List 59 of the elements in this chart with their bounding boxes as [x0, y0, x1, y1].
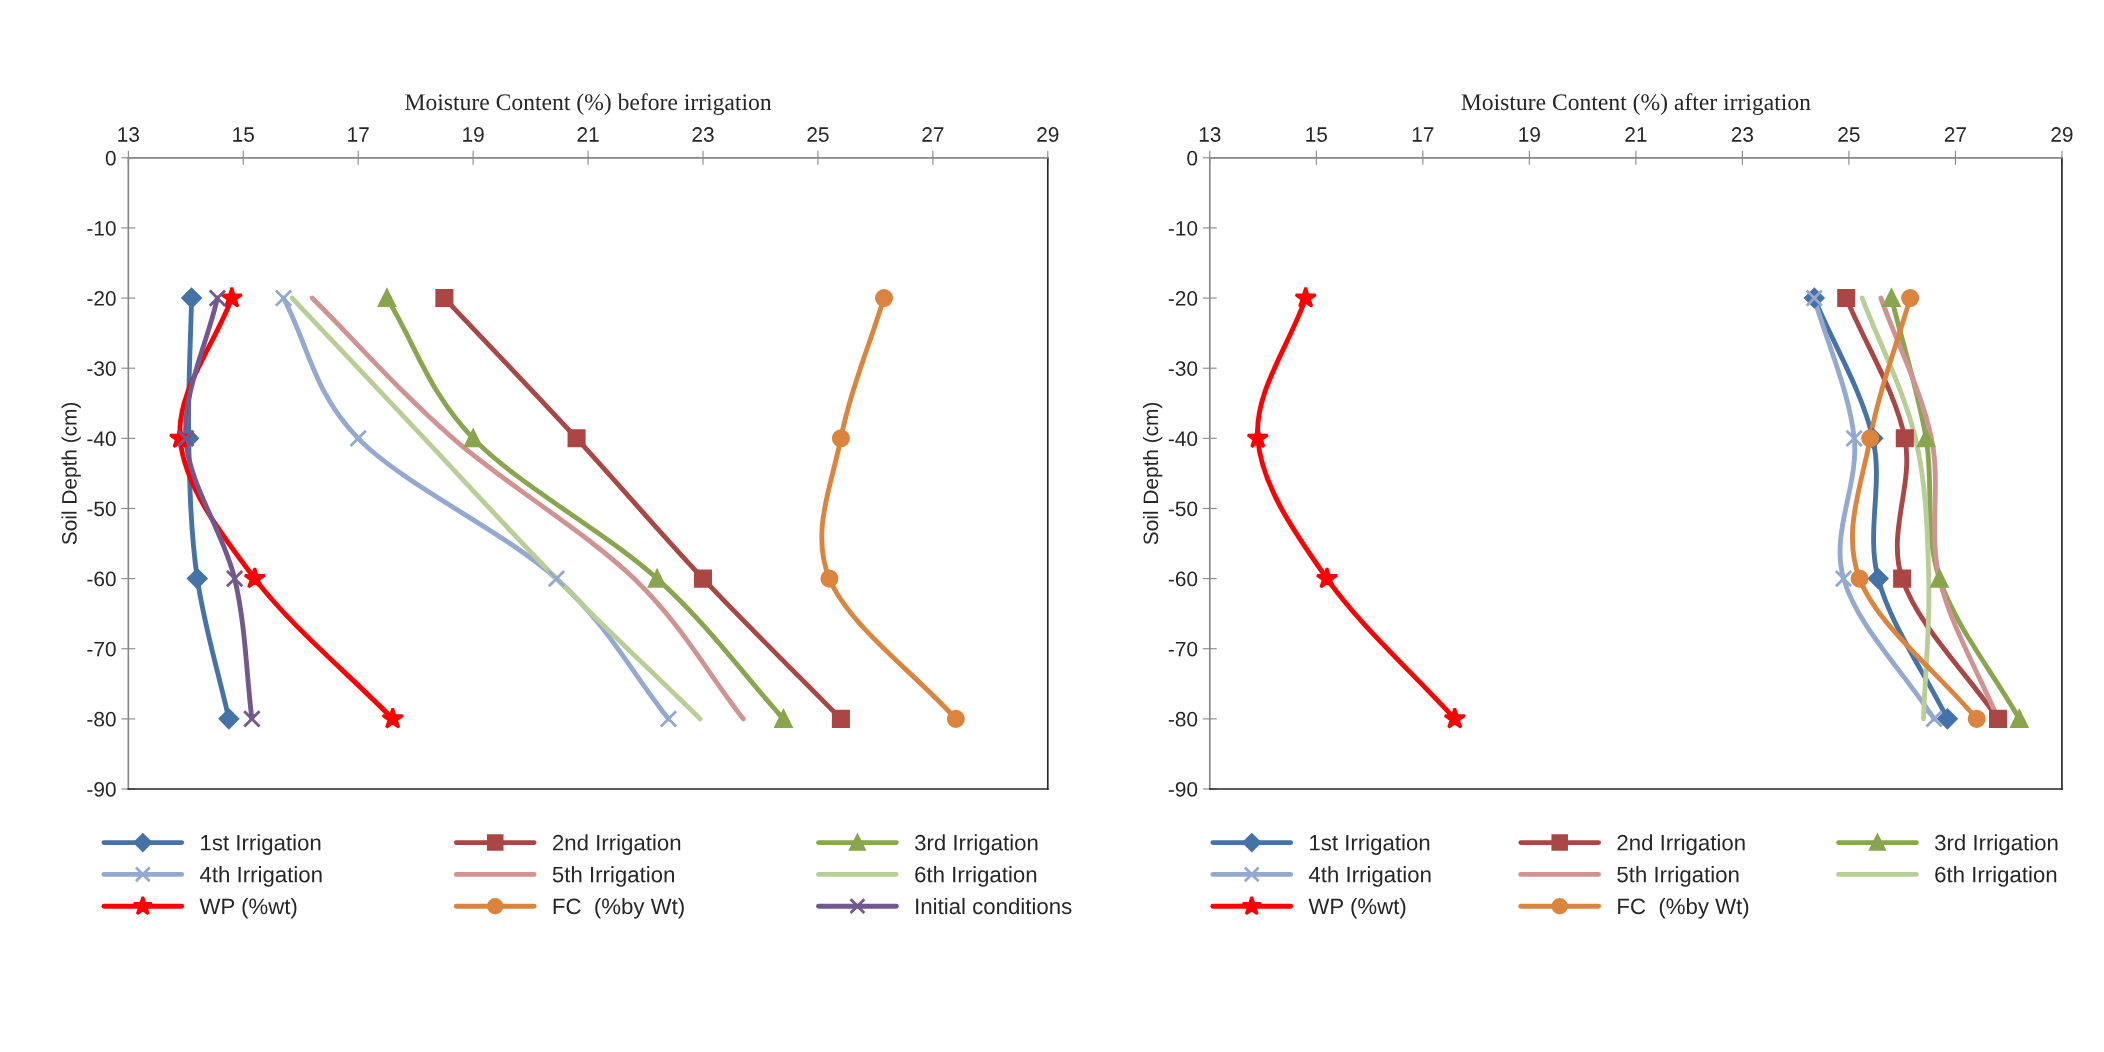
y-tick-label: -60 — [1168, 571, 1198, 587]
y-tick-label: -60 — [87, 571, 116, 587]
legend-label: 4th Irrigation — [1308, 866, 1431, 887]
y-tick-label: -90 — [87, 782, 116, 797]
y-tick-label: -50 — [87, 501, 116, 517]
x-tick-label: 17 — [1412, 127, 1434, 142]
y-axis-title: Soil Depth (cm) — [61, 402, 81, 545]
x-tick-label: 19 — [463, 127, 484, 142]
y-tick-label: 0 — [105, 150, 116, 166]
y-tick-label: -70 — [1168, 641, 1198, 657]
x-tick-label: 27 — [1944, 127, 1966, 142]
y-tick-label: -40 — [87, 431, 116, 447]
legend-label: 5th Irrigation — [552, 866, 674, 887]
x-tick-label: 23 — [1731, 127, 1754, 142]
x-tick-label: 23 — [692, 127, 714, 142]
y-tick-label: -40 — [1168, 431, 1198, 447]
y-tick-label: -80 — [1168, 711, 1198, 727]
y-tick-label: -80 — [87, 711, 116, 727]
x-axis-title: Moisture Content (%) before irrigation — [405, 93, 772, 115]
x-tick-label: 25 — [807, 127, 829, 142]
x-tick-label: 19 — [1519, 127, 1540, 142]
x-axis-title: Moisture Content (%) after irrigation — [1461, 93, 1811, 115]
legend-label: FC (%by Wt) — [553, 897, 684, 919]
legend-label: 3rd Irrigation — [1934, 834, 2058, 855]
x-tick-label: 29 — [1037, 127, 1059, 142]
legend-label: WP (%wt) — [199, 897, 297, 919]
legend-label: 3rd Irrigation — [914, 834, 1038, 855]
x-tick-label: 21 — [577, 127, 599, 142]
legend-label: 6th Irrigation — [915, 866, 1037, 887]
y-tick-label: -20 — [1168, 291, 1198, 306]
y-tick-label: -10 — [87, 220, 116, 236]
legend-label: WP (%wt) — [1308, 897, 1406, 919]
legend-label: 1st Irrigation — [201, 834, 321, 855]
x-tick-label: 13 — [118, 127, 140, 142]
y-tick-label: -30 — [87, 361, 116, 376]
legend-label: 1st Irrigation — [1310, 834, 1430, 855]
y-tick-label: -30 — [1168, 361, 1198, 376]
x-tick-label: 25 — [1838, 127, 1860, 142]
legend-label: 5th Irrigation — [1617, 866, 1739, 887]
x-tick-label: 21 — [1625, 127, 1647, 142]
y-axis-title: Soil Depth (cm) — [1142, 402, 1163, 545]
legend-label: 2nd Irrigation — [1617, 834, 1745, 855]
legend-label: Initial conditions — [916, 897, 1072, 915]
x-tick-label: 17 — [348, 127, 369, 142]
y-tick-label: -90 — [1168, 782, 1198, 797]
x-tick-label: 13 — [1199, 127, 1221, 142]
y-tick-label: 0 — [1187, 150, 1198, 166]
y-tick-label: -20 — [87, 291, 116, 306]
x-tick-label: 15 — [1306, 127, 1328, 142]
legend-label: 6th Irrigation — [1935, 866, 2057, 887]
legend-label: 2nd Irrigation — [553, 834, 681, 855]
y-tick-label: -10 — [1168, 220, 1198, 236]
y-tick-label: -50 — [1168, 501, 1198, 517]
y-tick-label: -70 — [87, 641, 116, 657]
x-tick-label: 27 — [922, 127, 944, 142]
legend-label: 4th Irrigation — [200, 866, 322, 887]
legend-label: FC (%by Wt) — [1618, 897, 1749, 919]
x-tick-label: 29 — [2051, 127, 2073, 142]
x-tick-label: 15 — [233, 127, 254, 142]
